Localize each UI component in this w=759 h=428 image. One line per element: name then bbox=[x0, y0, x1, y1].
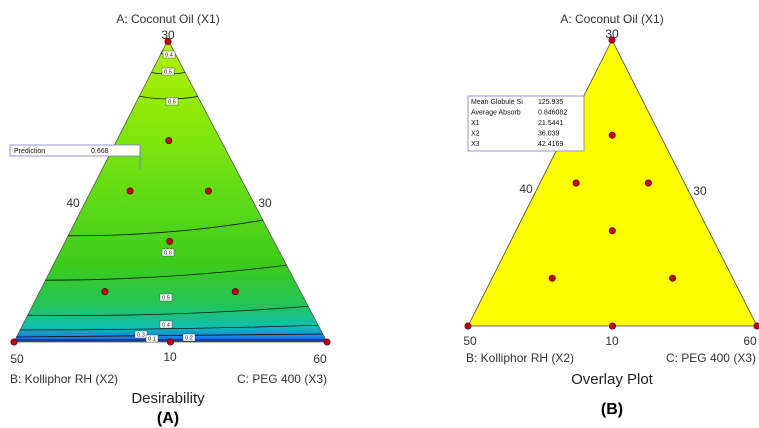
a-contour-label: 0.1 bbox=[145, 334, 159, 343]
a-tick-right-bottom: 60 bbox=[313, 352, 327, 366]
a-vertex-left-label: B: Kolliphor RH (X2) bbox=[10, 372, 118, 386]
a-tick-bottom-mid: 10 bbox=[163, 350, 177, 364]
b-design-point bbox=[608, 131, 616, 139]
a-contour-line bbox=[14, 333, 327, 338]
b-design-points bbox=[464, 36, 759, 330]
a-design-point bbox=[166, 237, 174, 245]
b-info-row-label: Average Absorb bbox=[471, 110, 521, 117]
a-tick-left-mid: 40 bbox=[66, 196, 80, 210]
b-tick-right-mid: 30 bbox=[693, 184, 707, 198]
b-triangle bbox=[467, 39, 758, 327]
svg-text:0.4: 0.4 bbox=[165, 53, 173, 59]
b-tick-top: 30 bbox=[605, 27, 619, 41]
b-info-row-value: 36.039 bbox=[538, 131, 560, 138]
b-info-row-value: 21.5441 bbox=[538, 120, 563, 127]
svg-text:0.6: 0.6 bbox=[168, 100, 176, 106]
a-design-point bbox=[165, 137, 173, 145]
svg-text:0.1: 0.1 bbox=[148, 337, 156, 343]
a-design-point bbox=[164, 37, 172, 45]
a-panel-label: (A) bbox=[157, 410, 179, 427]
a-design-point bbox=[231, 288, 239, 296]
a-vertex-right-label: C: PEG 400 (X3) bbox=[237, 372, 327, 386]
b-vertex-left-label: B: Kolliphor RH (X2) bbox=[466, 351, 574, 365]
a-contour-line bbox=[14, 304, 326, 316]
b-design-point bbox=[644, 179, 652, 187]
b-design-point bbox=[608, 322, 616, 330]
b-info-box: Mean Globule Si 125.935 Average Absorb 0.84… bbox=[467, 95, 585, 152]
a-contour-line bbox=[14, 261, 311, 281]
a-contour-labels: 0.4 0.5 0.6 0.6 0.5 0.4 bbox=[134, 50, 196, 343]
b-design-point bbox=[753, 322, 759, 330]
svg-text:0.5: 0.5 bbox=[164, 70, 172, 76]
a-contour-label: 0.5 bbox=[159, 293, 173, 302]
a-contour-label: 0.4 bbox=[159, 320, 173, 329]
a-design-point bbox=[10, 338, 18, 346]
a-vertex-top-label: A: Coconut Oil (X1) bbox=[116, 12, 219, 26]
b-plot-name: Overlay Plot bbox=[571, 371, 654, 388]
a-tick-left-bottom: 50 bbox=[10, 352, 24, 366]
a-tick-top: 30 bbox=[161, 28, 175, 42]
b-info-row-value: 0.846082 bbox=[538, 110, 567, 117]
a-design-point bbox=[126, 187, 134, 195]
a-design-point bbox=[204, 187, 212, 195]
b-vertex-top-label: A: Coconut Oil (X1) bbox=[560, 12, 663, 26]
b-tick-bottom-mid: 10 bbox=[605, 334, 619, 348]
svg-text:0.4: 0.4 bbox=[162, 323, 170, 329]
b-info-row-value: 125.935 bbox=[538, 99, 563, 106]
a-contour-label: 0.2 bbox=[182, 333, 196, 342]
chart-a: A: Coconut Oil (X1) 30 0.4 0.5 bbox=[9, 12, 331, 427]
b-info-row-label: Mean Globule Si bbox=[471, 99, 523, 106]
b-tick-left-bottom: 50 bbox=[463, 334, 477, 348]
b-design-point bbox=[608, 227, 616, 235]
b-design-point bbox=[608, 36, 616, 44]
b-info-row-label: X1 bbox=[471, 120, 480, 127]
a-design-points bbox=[10, 37, 331, 346]
a-contour-label: 0.6 bbox=[165, 97, 179, 106]
a-contour-label: 0.3 bbox=[134, 330, 148, 339]
svg-text:0.5: 0.5 bbox=[162, 296, 170, 302]
b-info-row-value: 42.4169 bbox=[538, 141, 563, 148]
b-vertex-right-label: C: PEG 400 (X3) bbox=[666, 351, 756, 365]
a-contour-label: 0.5 bbox=[161, 67, 175, 76]
a-contour-line bbox=[14, 324, 327, 331]
a-prediction-value: 0.668 bbox=[91, 148, 109, 155]
a-prediction-flag: Prediction 0.668 bbox=[9, 144, 141, 170]
b-design-point bbox=[572, 179, 580, 187]
a-design-point bbox=[101, 288, 109, 296]
b-tick-right-bottom: 60 bbox=[743, 334, 757, 348]
b-panel-label: (B) bbox=[601, 401, 623, 418]
b-design-point bbox=[669, 274, 677, 282]
b-tick-left-mid: 40 bbox=[519, 182, 533, 196]
a-contour-label: 0.4 bbox=[162, 50, 176, 59]
chart-b: A: Coconut Oil (X1) 30 Mean Globule Si 12… bbox=[463, 12, 759, 418]
b-info-row-label: X3 bbox=[471, 141, 480, 148]
a-tick-right-mid: 30 bbox=[258, 196, 272, 210]
svg-text:0.3: 0.3 bbox=[137, 333, 145, 339]
a-design-point bbox=[323, 338, 331, 346]
a-contour-label: 0.6 bbox=[161, 248, 175, 257]
b-design-point bbox=[464, 322, 472, 330]
a-prediction-label: Prediction bbox=[14, 148, 45, 155]
svg-text:0.2: 0.2 bbox=[185, 336, 193, 342]
svg-text:0.6: 0.6 bbox=[164, 251, 172, 257]
a-design-point bbox=[167, 338, 175, 346]
b-design-point bbox=[548, 274, 556, 282]
b-info-row-label: X2 bbox=[471, 131, 480, 138]
a-plot-name: Desirability bbox=[131, 390, 205, 407]
